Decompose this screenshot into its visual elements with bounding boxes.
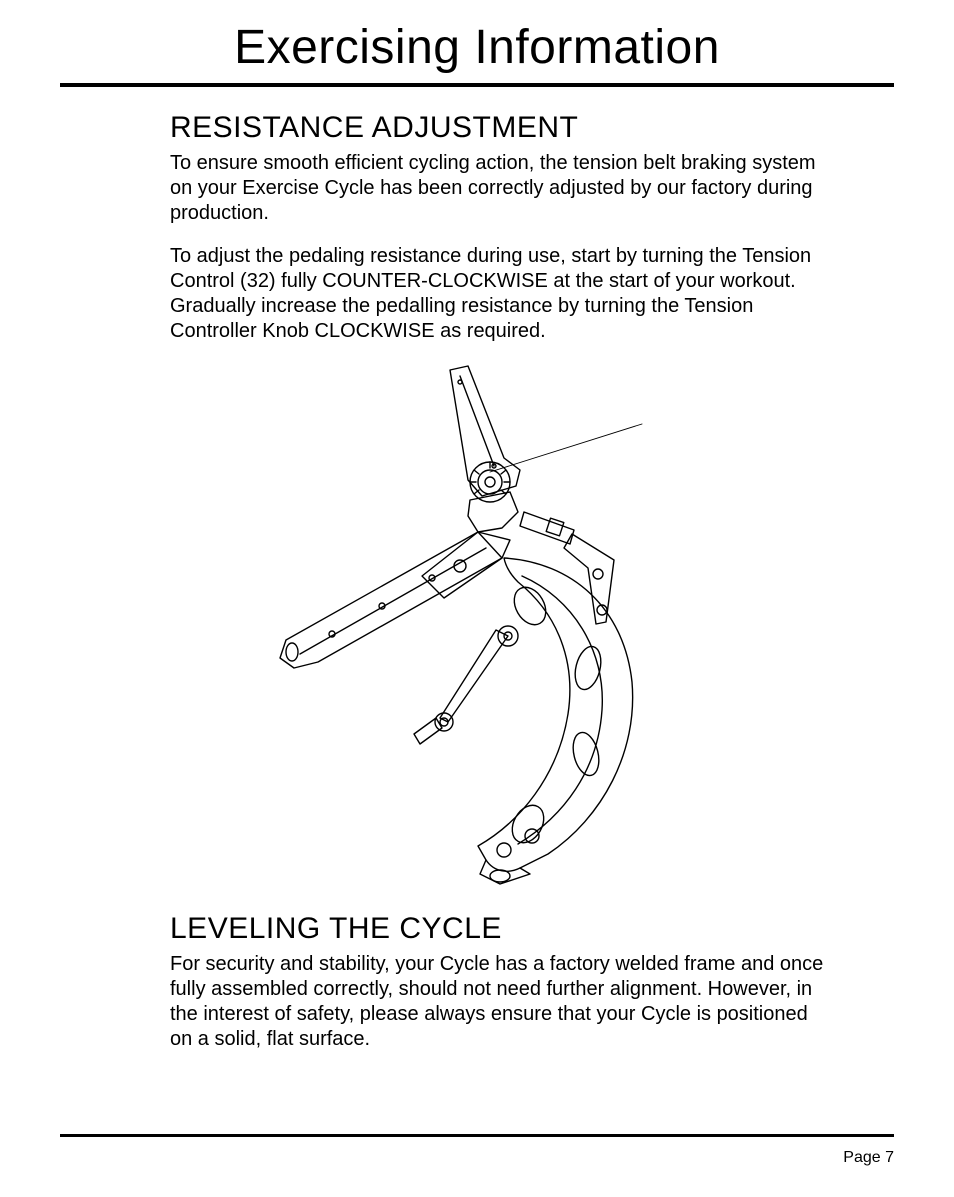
bottom-rule — [60, 1134, 894, 1137]
exercise-cycle-diagram — [272, 362, 732, 892]
page-number: Page 7 — [843, 1149, 894, 1167]
para-resistance-1: To ensure smooth efficient cycling actio… — [170, 151, 830, 226]
page: Exercising Information RESISTANCE ADJUST… — [0, 0, 954, 1197]
heading-leveling: LEVELING THE CYCLE — [170, 912, 834, 946]
para-resistance-2: To adjust the pedaling resistance during… — [170, 244, 830, 344]
heading-resistance: RESISTANCE ADJUSTMENT — [170, 111, 834, 145]
para-leveling-1: For security and stability, your Cycle h… — [170, 952, 830, 1052]
content-area: RESISTANCE ADJUSTMENT To ensure smooth e… — [60, 111, 894, 1052]
figure-wrap — [170, 362, 834, 892]
page-title: Exercising Information — [60, 20, 894, 75]
title-rule — [60, 83, 894, 87]
